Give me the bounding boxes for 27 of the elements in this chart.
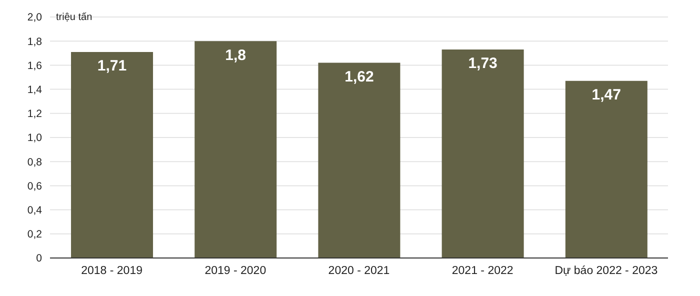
bar (194, 41, 277, 258)
x-tick-label: 2018 - 2019 (81, 265, 142, 278)
y-tick-label: 0,2 (27, 228, 42, 241)
bar (318, 62, 400, 258)
x-tick-label: Dự báo 2022 - 2023 (554, 265, 658, 278)
data-label: 1,47 (592, 86, 622, 104)
bar (71, 52, 154, 258)
y-tick-label: 1,8 (27, 36, 42, 48)
y-tick-label: 1,6 (27, 60, 42, 72)
y-tick-label: 0 (36, 252, 42, 265)
y-tick-label: 0,4 (27, 204, 42, 217)
bar (442, 50, 524, 258)
y-axis-title: triệu tấn (56, 12, 92, 23)
data-label: 1,62 (344, 68, 374, 86)
data-label: 1,8 (225, 46, 246, 64)
data-label: 1,73 (468, 55, 498, 72)
y-tick-label: 1,0 (27, 132, 42, 144)
bar (565, 80, 648, 258)
y-tick-label: 2,0 (27, 12, 42, 24)
y-tick-label: 1,4 (27, 84, 42, 96)
x-tick-label: 2020 - 2021 (328, 265, 390, 278)
y-tick-label: 1,2 (27, 108, 42, 120)
y-tick-label: 0,8 (27, 156, 42, 168)
x-tick-label: 2021 - 2022 (452, 265, 514, 278)
x-tick-label: 2019 - 2020 (204, 265, 266, 278)
y-tick-label: 0,6 (27, 180, 42, 192)
data-label: 1,71 (97, 58, 127, 75)
